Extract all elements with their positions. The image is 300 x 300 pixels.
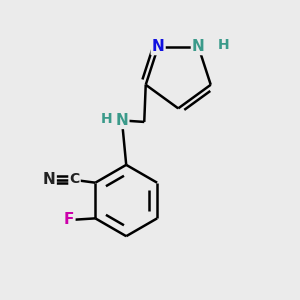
Text: H: H: [101, 112, 112, 126]
Text: N: N: [192, 39, 205, 54]
Text: C: C: [69, 172, 80, 186]
Text: N: N: [116, 113, 128, 128]
Text: N: N: [152, 39, 164, 54]
Text: F: F: [64, 212, 74, 227]
Text: N: N: [43, 172, 56, 187]
Text: H: H: [218, 38, 229, 52]
